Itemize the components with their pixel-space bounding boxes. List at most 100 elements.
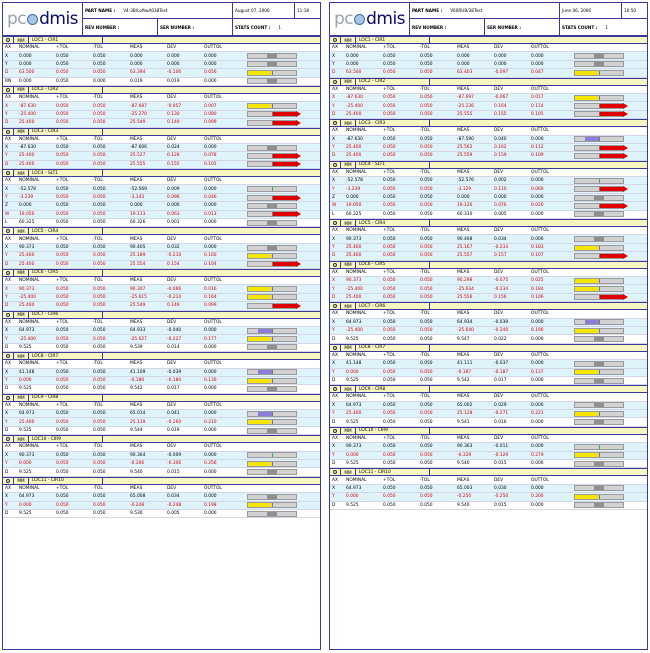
deviation-bar-fill bbox=[248, 378, 272, 383]
column-header-row: AX NOMINAL +TOL -TOL MEAS DEV OUTTOL bbox=[3, 443, 320, 452]
cell-meas: 19.126 bbox=[457, 203, 473, 209]
cell-meas: 9.539 bbox=[130, 344, 143, 350]
deviation-bar bbox=[574, 452, 624, 459]
cell-ax: Y bbox=[5, 336, 8, 342]
cell-dev: 0.019 bbox=[167, 428, 180, 434]
column-header-row: AX NOMINAL +TOL -TOL MEAS DEV OUTTOL bbox=[3, 318, 320, 327]
measurement-row: Y 0.000 0.050 0.050 0.000 0.000 0.000 bbox=[330, 60, 647, 70]
cell-mtol: 0.050 bbox=[93, 428, 106, 434]
cell-dev: 0.017 bbox=[494, 378, 507, 384]
part-name-value: V60RUB/38Test bbox=[450, 8, 483, 13]
cell-mtol: 0.050 bbox=[93, 502, 106, 508]
column-header-nom: NOMINAL bbox=[19, 95, 40, 101]
column-header-meas: MEAS bbox=[130, 485, 143, 491]
feature-block-header: MM LOC2 - CIR2 bbox=[3, 85, 320, 94]
cell-ptol: 0.050 bbox=[383, 211, 396, 217]
column-header-ptol: +TOL bbox=[56, 136, 69, 142]
cell-ptol: 0.050 bbox=[383, 294, 396, 300]
column-header-ax: AX bbox=[5, 485, 12, 491]
cell-nom: 25.400 bbox=[346, 245, 362, 250]
cell-out: 0.105 bbox=[531, 111, 544, 117]
column-header-ptol: +TOL bbox=[56, 236, 69, 242]
cell-mtol: 0.050 bbox=[420, 53, 433, 59]
cell-ptol: 0.050 bbox=[56, 303, 69, 309]
unit-label: MM bbox=[14, 352, 29, 360]
cell-meas: 25.128 bbox=[457, 411, 473, 417]
deviation-bar bbox=[247, 202, 297, 209]
cell-nom: -25.400 bbox=[19, 336, 36, 342]
out-of-tolerance-arrow-icon bbox=[296, 111, 301, 118]
cell-ptol: 0.050 bbox=[383, 111, 396, 117]
feature-icon bbox=[3, 269, 14, 277]
column-header-nom: NOMINAL bbox=[19, 361, 40, 367]
column-header-ax: AX bbox=[332, 228, 339, 234]
feature-icon bbox=[3, 227, 14, 235]
deviation-bar bbox=[247, 152, 301, 159]
deviation-bar-fill bbox=[599, 153, 623, 158]
report-time: 10:50 bbox=[624, 8, 637, 13]
cell-dev: 0.000 bbox=[494, 53, 507, 59]
cell-dev: 0.030 bbox=[494, 485, 507, 491]
measurement-row: X 90.373 0.050 0.050 90.363 -0.011 0.000 bbox=[330, 443, 647, 452]
cell-dev: 0.154 bbox=[167, 261, 180, 267]
out-of-tolerance-arrow-icon bbox=[623, 103, 628, 110]
unit-label: MM bbox=[341, 78, 356, 86]
unit-label: MM bbox=[341, 119, 356, 127]
column-header-ax: AX bbox=[332, 477, 339, 483]
cell-nom: -25.400 bbox=[19, 111, 36, 117]
date-cell: June 06, 2006 bbox=[560, 3, 622, 18]
feature-name: LOC3 - CIR3 bbox=[29, 128, 103, 136]
measurement-row: Y 0.000 0.050 0.050 -0.250 -0.250 0.200 bbox=[330, 493, 647, 502]
part-name-value: V4-3B/LoftwA038Test bbox=[123, 8, 168, 13]
cell-meas: -0.329 bbox=[457, 452, 472, 458]
column-header-out: OUTTOL bbox=[531, 169, 549, 175]
deviation-bar-fill bbox=[271, 453, 274, 458]
measurement-row: Y -25.400 0.050 0.050 -25.627 -0.227 0.177 bbox=[3, 335, 320, 344]
measurement-row: Y -25.400 0.050 0.050 -25.615 -0.214 0.164 bbox=[3, 293, 320, 303]
cell-meas: 25.549 bbox=[130, 120, 146, 126]
column-header-mtol: -TOL bbox=[93, 361, 103, 367]
cell-ptol: 0.050 bbox=[56, 245, 69, 250]
time-cell: 11:18 bbox=[295, 3, 320, 18]
cell-dev: -0.306 bbox=[167, 461, 182, 467]
cell-nom: 60.325 bbox=[346, 211, 362, 217]
column-header-mtol: -TOL bbox=[420, 477, 430, 483]
cell-ptol: 0.050 bbox=[56, 186, 69, 192]
deviation-bar-fill bbox=[267, 54, 277, 59]
column-header-mtol: -TOL bbox=[420, 169, 430, 175]
cell-mtol: 0.050 bbox=[93, 261, 106, 267]
feature-block-header: MM LOC5 - CIR4 bbox=[330, 219, 647, 228]
feature-name: LOC4 - SLT1 bbox=[356, 161, 430, 169]
measurement-row: X 64.973 0.050 0.050 65.002 0.029 0.000 bbox=[330, 401, 647, 411]
cell-meas: 65.014 bbox=[130, 411, 146, 417]
feature-name: LOC3 - CIR3 bbox=[356, 119, 430, 127]
deviation-bar-fill bbox=[272, 195, 296, 200]
deviation-bar-fill bbox=[272, 112, 296, 117]
cell-nom: 25.400 bbox=[346, 253, 362, 259]
out-of-tolerance-arrow-icon bbox=[296, 261, 301, 268]
cell-meas: -0.250 bbox=[457, 494, 472, 500]
report-date: June 06, 2006 bbox=[562, 8, 592, 13]
measurement-row: X -52.578 0.050 0.050 -52.569 0.009 0.000 bbox=[3, 185, 320, 194]
feature-icon bbox=[3, 352, 14, 360]
measurement-row: X 41.148 0.050 0.050 41.109 -0.039 0.000 bbox=[3, 368, 320, 377]
cell-nom: 25.400 bbox=[19, 419, 35, 425]
deviation-bar bbox=[247, 469, 297, 476]
deviation-bar-fill bbox=[575, 453, 599, 458]
deviation-bar-fill bbox=[575, 278, 599, 283]
column-header-out: OUTTOL bbox=[531, 86, 549, 92]
out-of-tolerance-arrow-icon bbox=[623, 252, 628, 259]
column-header-ax: AX bbox=[5, 45, 12, 51]
measurement-row: X 41.148 0.050 0.050 41.111 -0.037 0.000 bbox=[330, 360, 647, 369]
deviation-bar-fill bbox=[599, 145, 623, 150]
unit-label: MM bbox=[14, 394, 29, 402]
column-header-ptol: +TOL bbox=[383, 311, 396, 317]
cell-mtol: 0.050 bbox=[93, 336, 106, 342]
cell-ax: Y bbox=[5, 195, 8, 201]
cell-dev: -0.248 bbox=[167, 502, 182, 508]
deviation-bar-fill bbox=[594, 461, 604, 466]
column-header-ax: AX bbox=[332, 394, 339, 400]
cell-out: 0.198 bbox=[204, 502, 217, 508]
feature-block-header: MM LOC5 - CIR4 bbox=[3, 227, 320, 236]
column-header-out: OUTTOL bbox=[204, 95, 222, 101]
